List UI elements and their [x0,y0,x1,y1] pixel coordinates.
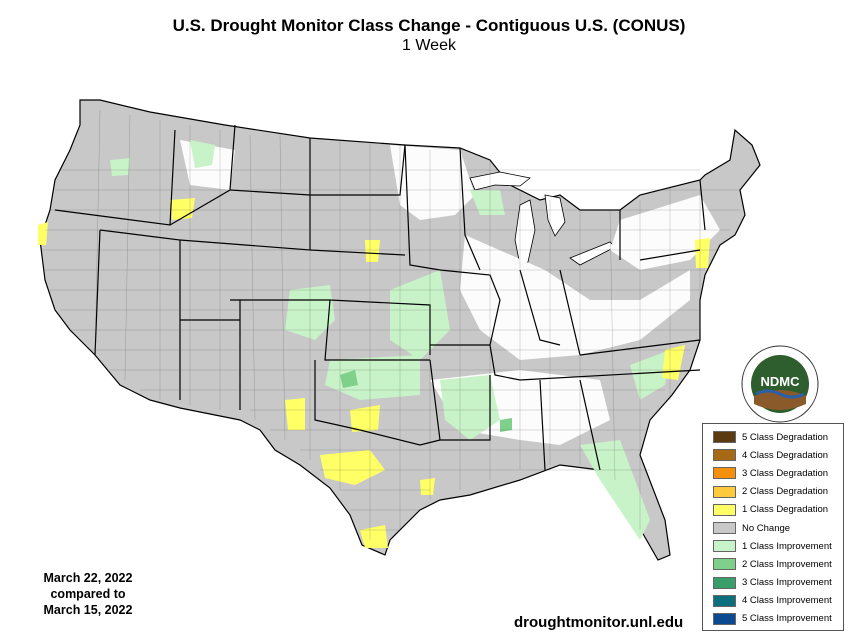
legend-item: 1 Class Improvement [713,537,843,555]
legend-item: No Change [713,519,843,537]
legend-swatch [713,540,736,553]
legend-swatch [713,576,736,589]
legend-item: 3 Class Degradation [713,464,843,482]
legend-label: 2 Class Degradation [742,486,829,498]
legend-label: 2 Class Improvement [742,558,832,570]
legend-item: 5 Class Degradation [713,428,843,446]
legend-swatch [713,503,736,516]
legend-label: No Change [742,522,791,534]
legend-swatch [713,449,736,462]
degradation-1-class [38,198,710,548]
legend-swatch [713,522,736,535]
date-comparison: March 22, 2022 compared to March 15, 202… [28,570,148,618]
map-subtitle: 1 Week [402,37,456,54]
improvement-1-class [110,140,670,540]
legend-label: 5 Class Degradation [742,431,829,443]
legend-item: 3 Class Improvement [713,574,843,592]
legend-swatch [713,485,736,498]
legend-label: 1 Class Improvement [742,540,832,552]
date-current: March 22, 2022 [43,571,133,585]
source-url: droughtmonitor.unl.edu [514,614,684,631]
map-title: U.S. Drought Monitor Class Change - Cont… [172,16,686,35]
legend-item: 4 Class Improvement [713,592,843,610]
legend: 5 Class Degradation 4 Class Degradation 3 … [702,423,844,631]
legend-label: 4 Class Degradation [742,449,829,461]
ndmc-logo: NDMC [741,345,819,423]
logo-center-text: NDMC [761,374,801,389]
legend-swatch [713,558,736,571]
legend-item: 1 Class Degradation [713,501,843,519]
legend-item: 2 Class Improvement [713,555,843,573]
legend-label: 4 Class Improvement [742,595,832,607]
legend-label: 1 Class Degradation [742,504,829,516]
legend-item: 4 Class Degradation [713,446,843,464]
date-compared-to: compared to [50,587,126,601]
legend-swatch [713,431,736,444]
date-previous: March 15, 2022 [43,603,133,617]
legend-item: 5 Class Improvement [713,610,843,628]
legend-swatch [713,594,736,607]
legend-label: 5 Class Improvement [742,613,832,625]
legend-item: 2 Class Degradation [713,483,843,501]
legend-swatch [713,467,736,480]
legend-swatch [713,612,736,625]
legend-label: 3 Class Improvement [742,577,832,589]
county-lines [42,109,740,540]
improvement-2-class [340,370,512,432]
legend-label: 3 Class Degradation [742,467,829,479]
